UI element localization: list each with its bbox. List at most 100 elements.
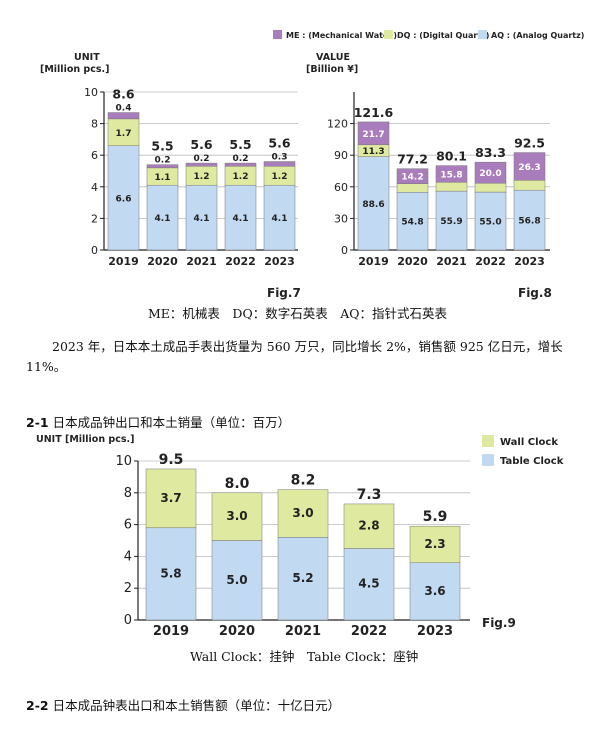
fig7-figure-label: Fig.7 bbox=[267, 286, 300, 300]
fig9-legend-table-label: Table Clock bbox=[500, 456, 564, 467]
bar-value-label: 3.6 bbox=[424, 584, 445, 598]
bar-value-label: 1.2 bbox=[233, 172, 249, 182]
bar-segment-dq bbox=[107, 118, 140, 146]
x-category-label: 2019 bbox=[358, 255, 389, 268]
paragraph-line-2: 11%。 bbox=[26, 359, 67, 374]
legend-aq-swatch bbox=[478, 30, 487, 39]
y-tick-label: 90 bbox=[334, 149, 348, 162]
fig9-unit-label: UNIT [Million pcs.] bbox=[36, 434, 134, 445]
clock-note: Wall Clock：挂钟 Table Clock：座钟 bbox=[190, 649, 419, 664]
y-tick-label: 8 bbox=[124, 486, 132, 501]
bar-segment-aq bbox=[107, 145, 140, 251]
bar-total-label: 9.5 bbox=[159, 452, 184, 468]
bar-segment-me bbox=[107, 112, 140, 120]
x-category-label: 2020 bbox=[147, 255, 178, 268]
legend-aq-label: AQ : (Analog Quartz) bbox=[491, 31, 584, 40]
bar-value-label: 0.2 bbox=[194, 154, 210, 164]
chart-fig7-unit: UNIT [Million pcs.] Fig.7 0 2 4 6 8 10 6.6 1.7 0… bbox=[40, 52, 300, 300]
legend-dq-label: DQ : (Digital Quartz) bbox=[397, 31, 489, 40]
bar-segment-wall-clock bbox=[343, 503, 395, 549]
fig9-legend-wall-swatch bbox=[482, 435, 494, 447]
bar-total-label: 5.9 bbox=[423, 509, 448, 525]
x-category-label: 2019 bbox=[153, 624, 189, 639]
chart-fig8-value: VALUE [Billion ¥] Fig.8 0 30 60 90 120 88.6 11… bbox=[306, 52, 552, 300]
bar-value-label: 0.2 bbox=[155, 156, 171, 166]
section-number-2-1: 2-1 bbox=[26, 415, 49, 430]
fig9-figure-label: Fig.9 bbox=[482, 616, 516, 630]
bar-value-label: 20.0 bbox=[479, 169, 501, 179]
abbreviation-note: ME：机械表 DQ：数字石英表 AQ：指针式石英表 bbox=[148, 306, 447, 321]
bar-total-label: 83.3 bbox=[475, 145, 506, 160]
bar-value-label: 6.6 bbox=[116, 194, 132, 204]
x-category-label: 2022 bbox=[225, 255, 256, 268]
bar-segment-me bbox=[146, 164, 179, 169]
y-tick-label: 6 bbox=[91, 149, 98, 162]
bar-value-label: 4.1 bbox=[194, 214, 210, 224]
bar-value-label: 3.0 bbox=[226, 509, 247, 523]
bar-segment-me bbox=[357, 121, 390, 146]
bar-value-label: 1.1 bbox=[155, 173, 171, 183]
bar-segment-dq bbox=[474, 182, 507, 193]
bar-value-label: 2.3 bbox=[424, 537, 445, 551]
bar-value-label: 14.2 bbox=[401, 173, 423, 183]
bar-value-label: 88.6 bbox=[362, 200, 384, 210]
y-tick-label: 6 bbox=[124, 518, 132, 533]
section-title-2-2: 日本成品钟表出口和本土销售额（单位：十亿日元） bbox=[48, 698, 341, 713]
bar-value-label: 1.2 bbox=[272, 172, 288, 182]
bar-segment-aq bbox=[263, 184, 296, 251]
bar-segment-aq bbox=[146, 184, 179, 251]
bar-total-label: 5.6 bbox=[190, 137, 212, 152]
bar-value-label: 11.3 bbox=[362, 147, 384, 157]
bar-segment-wall-clock bbox=[409, 525, 461, 564]
bar-value-label: 3.7 bbox=[160, 491, 181, 505]
x-category-label: 2022 bbox=[475, 255, 506, 268]
section-heading-2-1: 2-1 日本成品钟出口和本土销量（单位：百万） bbox=[26, 412, 290, 431]
y-tick-label: 0 bbox=[91, 244, 98, 257]
legend-me-swatch bbox=[273, 30, 282, 39]
bar-segment-table-clock bbox=[409, 562, 461, 621]
bar-value-label: 21.7 bbox=[362, 130, 384, 140]
bar-segment-dq bbox=[396, 183, 429, 193]
bar-total-label: 92.5 bbox=[514, 136, 545, 151]
bar-value-label: 0.4 bbox=[116, 104, 132, 114]
bar-total-label: 8.2 bbox=[291, 473, 316, 489]
bar-segment-aq bbox=[224, 184, 257, 251]
bar-total-label: 8.6 bbox=[112, 87, 134, 102]
y-tick-label: 10 bbox=[84, 86, 98, 99]
bar-segment-me bbox=[185, 162, 218, 167]
section-title-2-1: 日本成品钟出口和本土销量（单位：百万） bbox=[48, 415, 291, 430]
x-category-label: 2021 bbox=[285, 624, 321, 639]
bar-value-label: 4.1 bbox=[155, 214, 171, 224]
x-category-label: 2020 bbox=[397, 255, 428, 268]
y-tick-label: 120 bbox=[327, 118, 348, 131]
fig7-unit-line2: [Million pcs.] bbox=[40, 64, 109, 75]
bar-segment-dq bbox=[513, 180, 546, 191]
bar-value-label: 0.2 bbox=[233, 154, 249, 164]
bar-total-label: 77.2 bbox=[397, 152, 428, 167]
y-tick-label: 30 bbox=[334, 212, 348, 225]
legend-dq-swatch bbox=[384, 30, 393, 39]
bar-value-label: 26.3 bbox=[518, 163, 540, 173]
bar-segment-table-clock bbox=[277, 537, 329, 621]
bar-segment-me bbox=[396, 168, 429, 184]
x-category-label: 2020 bbox=[219, 624, 255, 639]
bar-segment-aq bbox=[396, 192, 429, 251]
bar-value-label: 5.8 bbox=[160, 566, 181, 580]
bar-segment-me bbox=[435, 165, 468, 183]
fig8-figure-label: Fig.8 bbox=[518, 286, 552, 300]
bar-segment-table-clock bbox=[211, 540, 263, 621]
bar-value-label: 5.2 bbox=[292, 571, 313, 585]
x-category-label: 2023 bbox=[264, 255, 295, 268]
fig8-unit-line2: [Billion ¥] bbox=[306, 64, 358, 75]
y-tick-label: 0 bbox=[124, 613, 132, 628]
legend-me-label: ME : (Mechanical Watch) bbox=[286, 31, 397, 40]
bar-value-label: 5.0 bbox=[226, 573, 247, 587]
y-tick-label: 0 bbox=[341, 244, 348, 257]
bar-value-label: 1.2 bbox=[194, 172, 210, 182]
x-category-label: 2023 bbox=[417, 624, 453, 639]
bar-segment-wall-clock bbox=[277, 489, 329, 538]
x-category-label: 2021 bbox=[186, 255, 217, 268]
fig9-legend-table-swatch bbox=[482, 454, 494, 466]
bar-segment-aq bbox=[435, 190, 468, 251]
bar-segment-table-clock bbox=[343, 548, 395, 621]
